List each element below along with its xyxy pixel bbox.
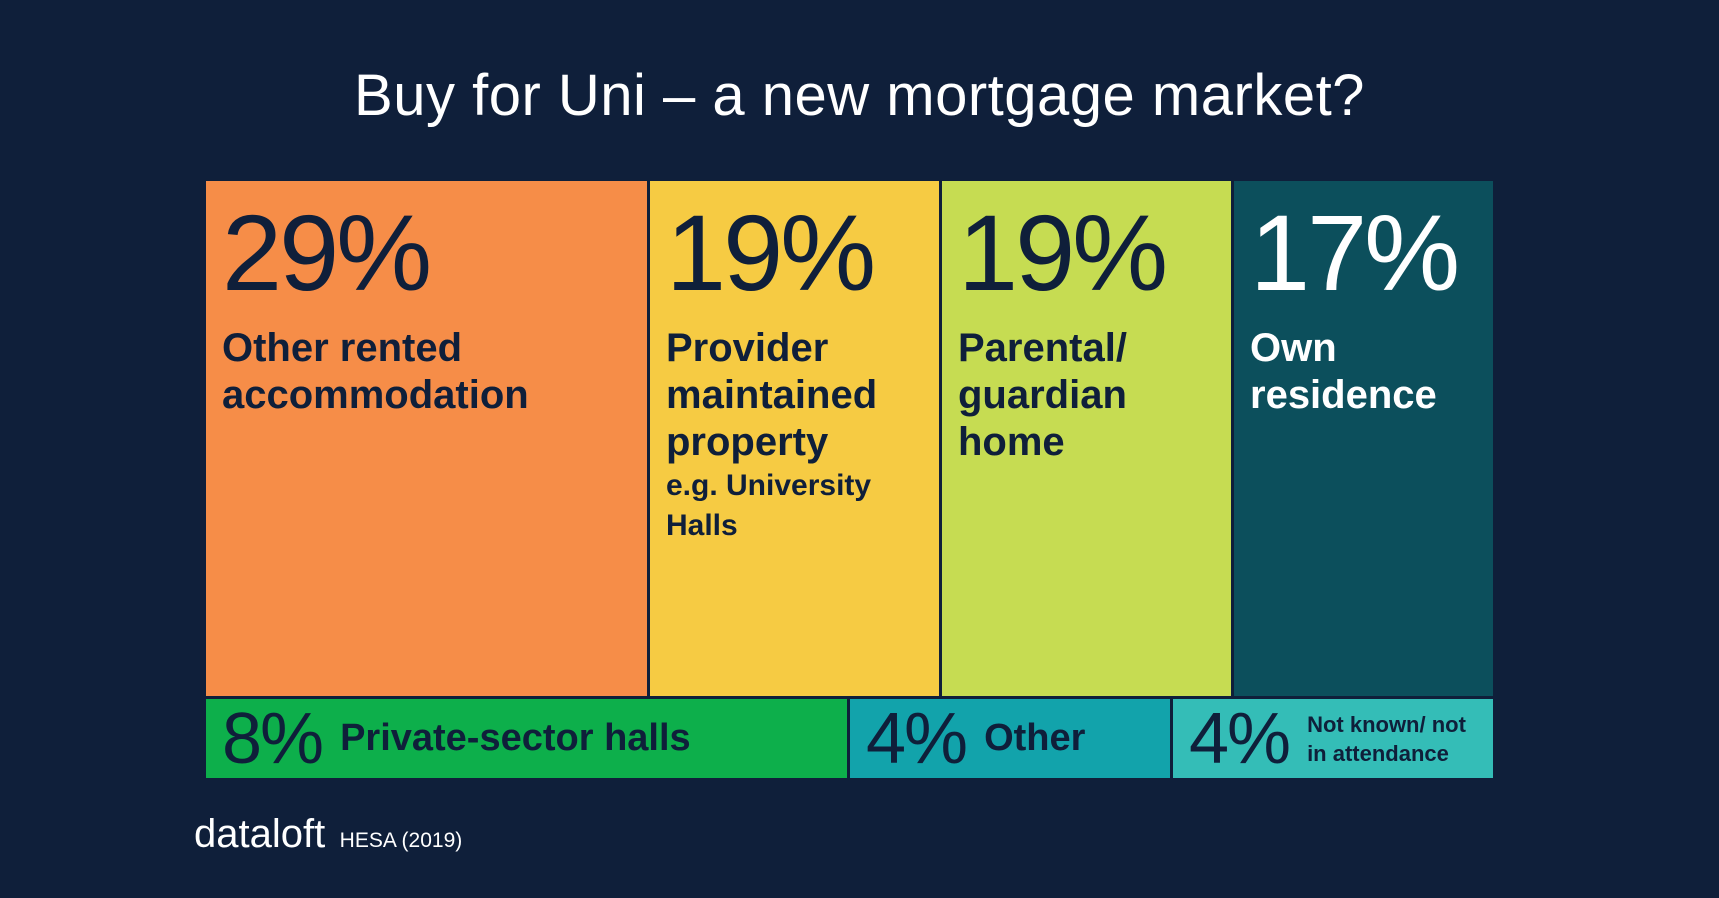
source-note: HESA (2019)	[339, 829, 463, 852]
category-label: Provider maintained property	[666, 326, 878, 464]
percent-label: 29%	[222, 192, 432, 313]
percent-label: 8%	[222, 699, 324, 778]
category-label: Other rented accommodation	[222, 326, 529, 417]
percent-label: 19%	[958, 192, 1168, 313]
category-label: Not known/ not in attendance	[1307, 711, 1466, 766]
category-label: Other	[984, 717, 1086, 759]
treemap: 29% Other rented accommodation 19% Provider…	[206, 181, 1493, 778]
treemap-cell: 29% Other rented accommodation	[206, 181, 647, 696]
footer: dataloft HESA (2019)	[194, 812, 462, 857]
treemap-cell: 17% Own residence	[1234, 181, 1493, 696]
treemap-cell: 8% Private-sector halls	[206, 699, 847, 778]
treemap-cell: 4% Not known/ not in attendance	[1173, 699, 1493, 778]
percent-label: 4%	[1189, 699, 1291, 778]
category-label: Own residence	[1250, 326, 1437, 417]
percent-label: 17%	[1250, 192, 1460, 313]
treemap-cell: 19% Parental/ guardian home	[942, 181, 1231, 696]
brand-logo: dataloft	[194, 812, 326, 856]
treemap-cell: 4% Other	[850, 699, 1170, 778]
category-label: Parental/ guardian home	[958, 326, 1127, 464]
percent-label: 19%	[666, 192, 876, 313]
treemap-cell: 19% Provider maintained property e.g. Univ…	[650, 181, 939, 696]
percent-label: 4%	[866, 699, 968, 778]
category-sublabel: e.g. University Halls	[666, 469, 872, 542]
chart-title: Buy for Uni – a new mortgage market?	[354, 63, 1365, 128]
category-label: Private-sector halls	[340, 717, 691, 759]
